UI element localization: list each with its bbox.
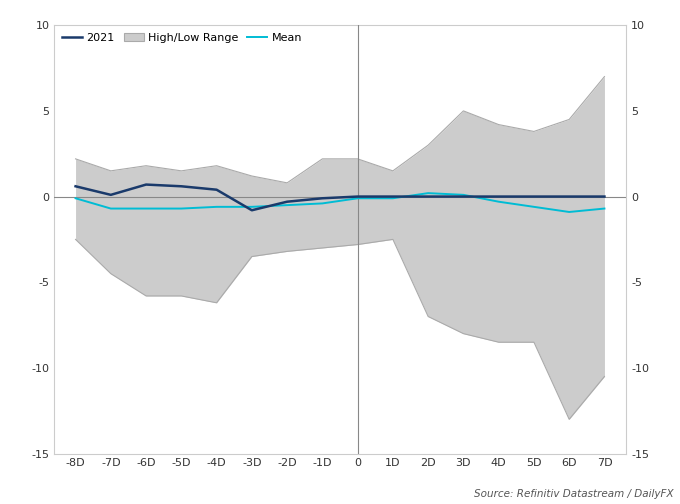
Text: Source: Refinitiv Datastream / DailyFX: Source: Refinitiv Datastream / DailyFX xyxy=(473,489,673,499)
Legend: 2021, High/Low Range, Mean: 2021, High/Low Range, Mean xyxy=(60,31,305,45)
